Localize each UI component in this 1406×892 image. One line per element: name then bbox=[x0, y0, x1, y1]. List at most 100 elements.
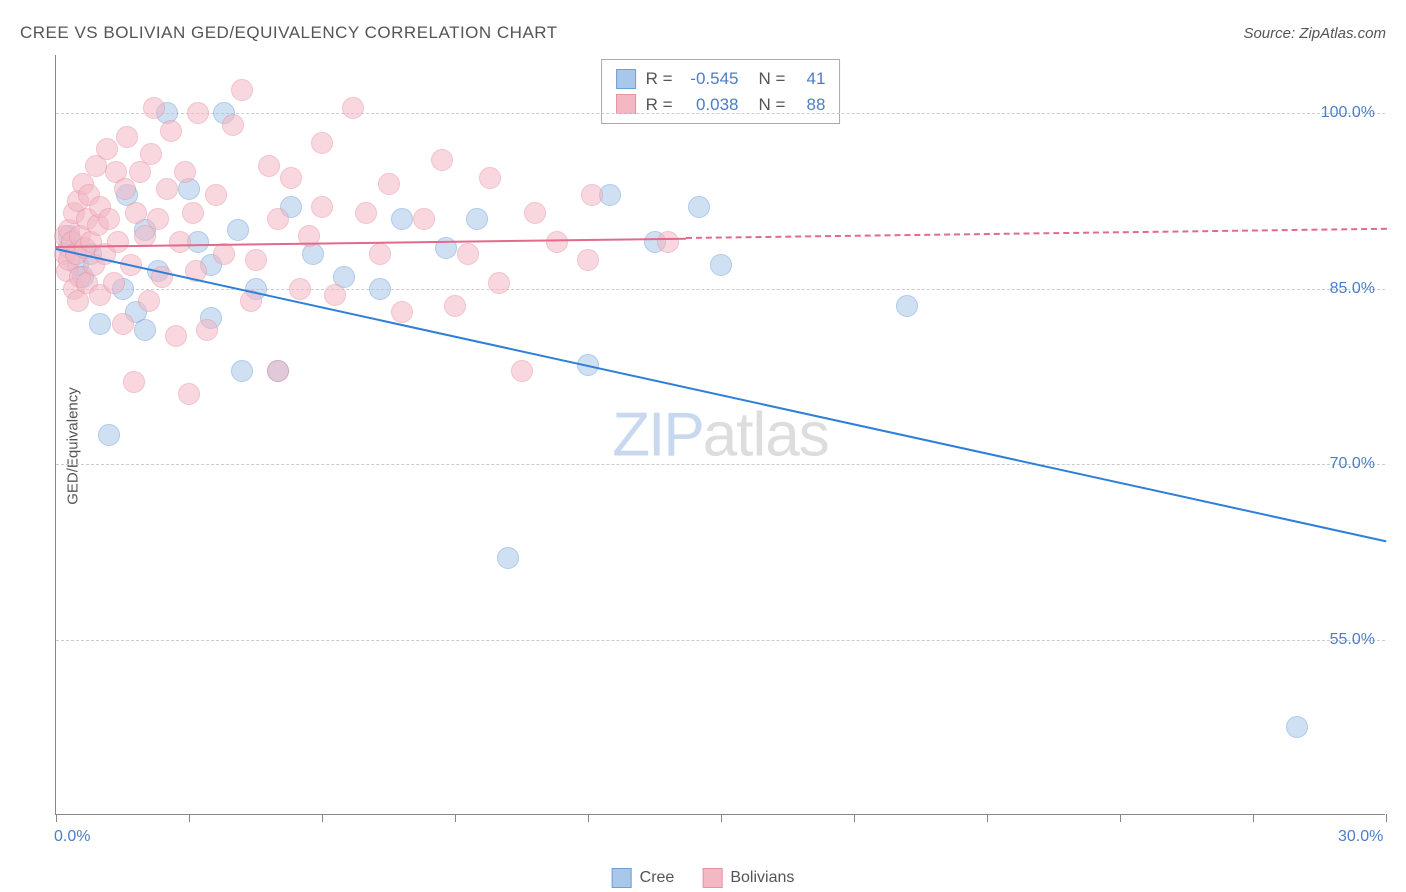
data-point bbox=[267, 360, 289, 382]
data-point bbox=[134, 319, 156, 341]
trend-line bbox=[56, 248, 1386, 542]
data-point bbox=[178, 383, 200, 405]
data-point bbox=[546, 231, 568, 253]
gridline bbox=[56, 640, 1385, 641]
data-point bbox=[187, 102, 209, 124]
data-point bbox=[289, 278, 311, 300]
watermark-zip: ZIP bbox=[612, 400, 702, 469]
data-point bbox=[577, 249, 599, 271]
data-point bbox=[488, 272, 510, 294]
data-point bbox=[324, 284, 346, 306]
x-tick bbox=[854, 814, 855, 822]
data-point bbox=[466, 208, 488, 230]
data-point bbox=[98, 208, 120, 230]
data-point bbox=[391, 208, 413, 230]
legend-swatch-bolivians bbox=[702, 868, 722, 888]
data-point bbox=[245, 249, 267, 271]
x-tick bbox=[1253, 814, 1254, 822]
data-point bbox=[581, 184, 603, 206]
data-point bbox=[114, 178, 136, 200]
data-point bbox=[156, 178, 178, 200]
data-point bbox=[311, 132, 333, 154]
x-tick bbox=[189, 814, 190, 822]
chart-plot-area: ZIPatlas R =-0.545N =41R =0.038N =88 55.… bbox=[55, 55, 1385, 815]
data-point bbox=[125, 202, 147, 224]
data-point bbox=[497, 547, 519, 569]
data-point bbox=[342, 97, 364, 119]
data-point bbox=[231, 360, 253, 382]
data-point bbox=[413, 208, 435, 230]
legend-item-bolivians: Bolivians bbox=[702, 868, 794, 888]
data-point bbox=[524, 202, 546, 224]
data-point bbox=[116, 126, 138, 148]
stats-r-value: -0.545 bbox=[683, 66, 739, 92]
watermark: ZIPatlas bbox=[612, 399, 828, 470]
data-point bbox=[182, 202, 204, 224]
y-tick-label: 55.0% bbox=[1330, 631, 1375, 649]
gridline bbox=[56, 113, 1385, 114]
data-point bbox=[657, 231, 679, 253]
y-tick-label: 85.0% bbox=[1330, 280, 1375, 298]
data-point bbox=[138, 290, 160, 312]
x-tick-label: 0.0% bbox=[54, 828, 90, 846]
data-point bbox=[1286, 716, 1308, 738]
x-tick bbox=[987, 814, 988, 822]
data-point bbox=[123, 371, 145, 393]
data-point bbox=[444, 295, 466, 317]
data-point bbox=[258, 155, 280, 177]
data-point bbox=[391, 301, 413, 323]
data-point bbox=[98, 424, 120, 446]
x-tick bbox=[56, 814, 57, 822]
y-tick-label: 70.0% bbox=[1330, 455, 1375, 473]
x-tick bbox=[455, 814, 456, 822]
x-tick bbox=[1386, 814, 1387, 822]
data-point bbox=[213, 243, 235, 265]
x-tick bbox=[588, 814, 589, 822]
data-point bbox=[688, 196, 710, 218]
chart-title: CREE VS BOLIVIAN GED/EQUIVALENCY CORRELA… bbox=[20, 23, 558, 43]
data-point bbox=[369, 278, 391, 300]
stats-r-label: R = bbox=[646, 66, 673, 92]
watermark-atlas: atlas bbox=[703, 400, 829, 469]
data-point bbox=[457, 243, 479, 265]
data-point bbox=[112, 313, 134, 335]
data-point bbox=[147, 208, 169, 230]
data-point bbox=[378, 173, 400, 195]
y-tick-label: 100.0% bbox=[1321, 104, 1375, 122]
data-point bbox=[143, 97, 165, 119]
data-point bbox=[103, 272, 125, 294]
data-point bbox=[174, 161, 196, 183]
x-tick-label: 30.0% bbox=[1338, 828, 1383, 846]
legend-swatch-cree bbox=[612, 868, 632, 888]
source-label: Source: ZipAtlas.com bbox=[1243, 25, 1386, 42]
data-point bbox=[311, 196, 333, 218]
data-point bbox=[169, 231, 191, 253]
stats-swatch bbox=[616, 69, 636, 89]
x-tick bbox=[322, 814, 323, 822]
data-point bbox=[280, 167, 302, 189]
data-point bbox=[160, 120, 182, 142]
stats-row: R = -0.545 N = 41 bbox=[616, 66, 826, 92]
stats-swatch bbox=[616, 94, 636, 114]
data-point bbox=[140, 143, 162, 165]
data-point bbox=[369, 243, 391, 265]
x-tick bbox=[721, 814, 722, 822]
data-point bbox=[231, 79, 253, 101]
data-point bbox=[511, 360, 533, 382]
legend-label-cree: Cree bbox=[640, 869, 675, 887]
data-point bbox=[227, 219, 249, 241]
data-point bbox=[710, 254, 732, 276]
data-point bbox=[222, 114, 244, 136]
data-point bbox=[479, 167, 501, 189]
stats-n-label: N = bbox=[759, 66, 786, 92]
legend-item-cree: Cree bbox=[612, 868, 675, 888]
data-point bbox=[165, 325, 187, 347]
stats-n-value: 41 bbox=[795, 66, 825, 92]
data-point bbox=[431, 149, 453, 171]
data-point bbox=[107, 231, 129, 253]
data-point bbox=[355, 202, 377, 224]
data-point bbox=[205, 184, 227, 206]
trend-line bbox=[686, 228, 1386, 239]
data-point bbox=[96, 138, 118, 160]
gridline bbox=[56, 464, 1385, 465]
